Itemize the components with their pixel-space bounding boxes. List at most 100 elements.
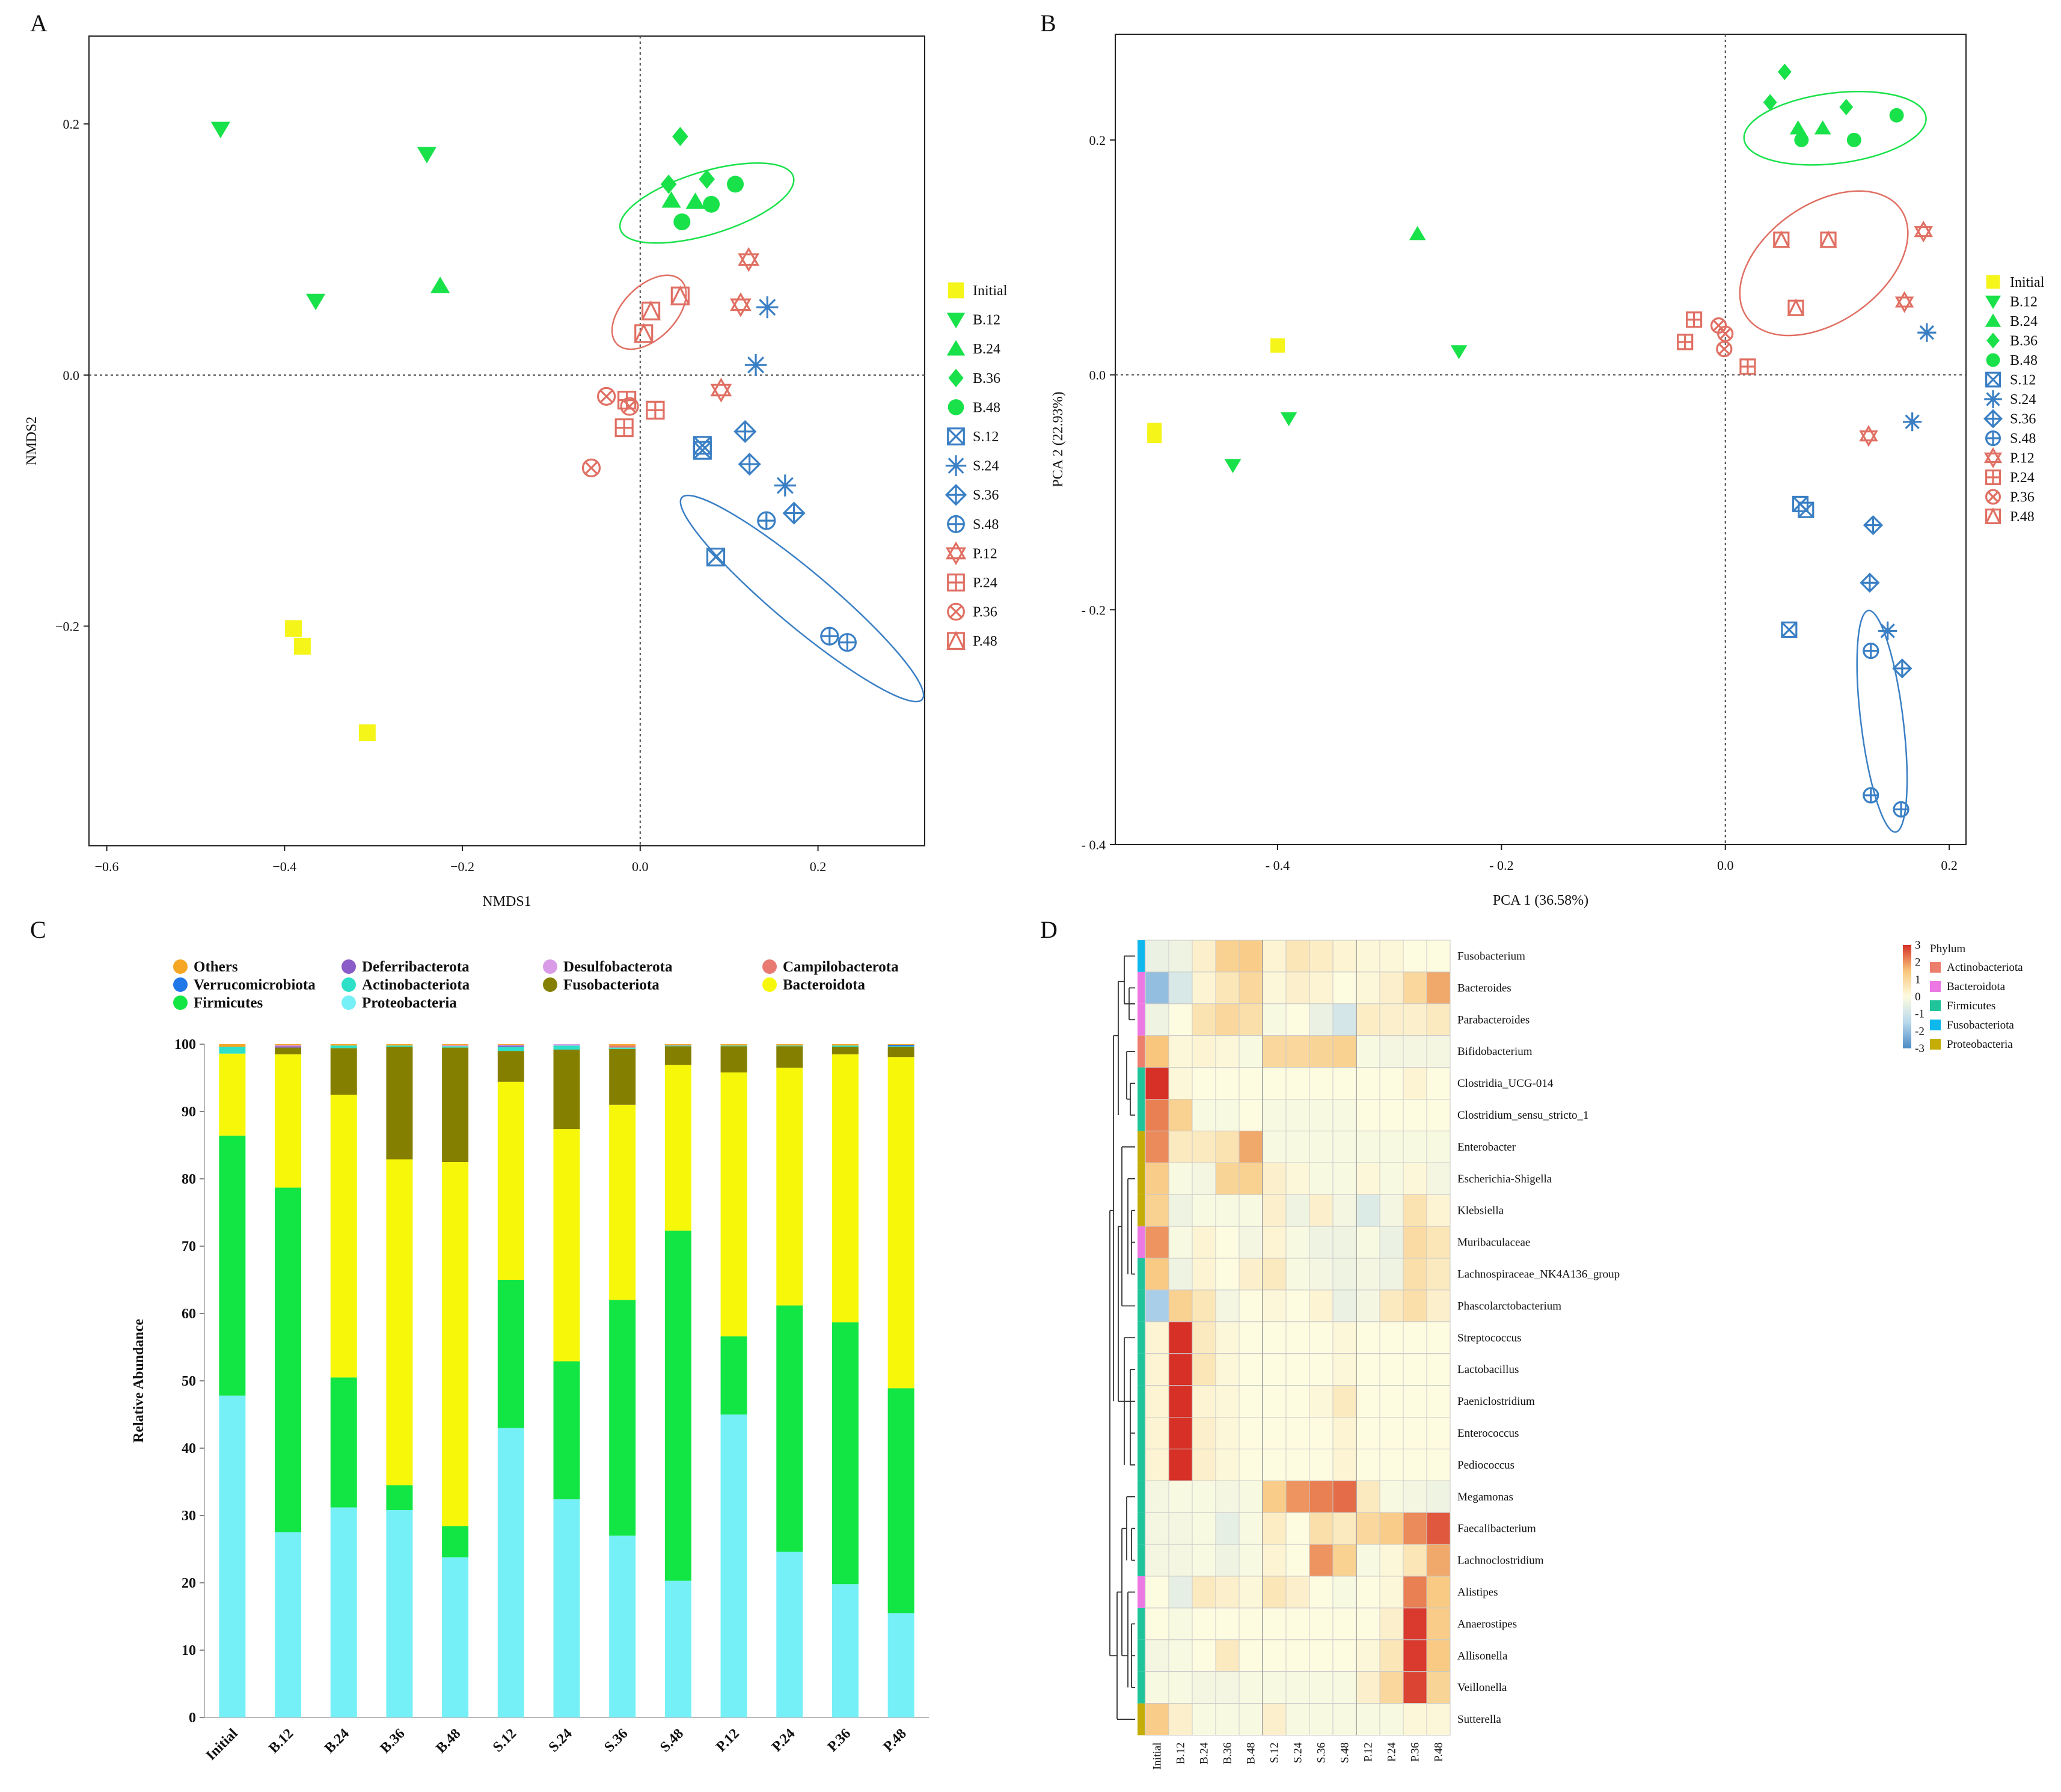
point-b24: [1789, 120, 1807, 135]
legend-label: Initial: [973, 283, 1008, 299]
marker-triangle-up-open: [1983, 447, 2003, 463]
marker-plus: [1863, 787, 1878, 803]
legend-marker: [946, 313, 966, 329]
bar-segment-others: [664, 1044, 691, 1045]
marker-x: [1720, 328, 1732, 340]
marker-plus: [1894, 802, 1909, 817]
heatmap-cell: [1403, 1607, 1427, 1641]
legend-marker: [1984, 390, 2002, 408]
heatmap-cell: [1168, 1289, 1193, 1323]
heatmap-cell: [1239, 1385, 1263, 1418]
legend-label: P.36: [973, 605, 997, 620]
bar-segment-bacteroidota: [664, 1065, 691, 1231]
heatmap-cell: [1356, 1353, 1380, 1386]
heatmap-cell: [1379, 1385, 1404, 1418]
panel-letter-d: D: [1040, 916, 1058, 943]
heatmap-cell: [1285, 1480, 1310, 1513]
color-scale-label: 2: [1915, 956, 1921, 969]
legend-dot: [341, 977, 356, 992]
point-b48: [673, 213, 691, 231]
heatmap-cell: [1239, 1321, 1263, 1354]
marker-plus: [1986, 470, 2000, 485]
bar-segment-bacteroidota: [275, 1054, 302, 1188]
phylum-legend-swatch: [1930, 1020, 1941, 1030]
legend-marker: [1985, 372, 2001, 388]
marker-plus: [839, 634, 856, 651]
heatmap-cell: [1379, 1671, 1404, 1704]
legend-label: P.36: [2010, 490, 2035, 506]
bar-segment-actinobacteriota: [831, 1045, 859, 1047]
heatmap-cell: [1145, 1544, 1169, 1577]
y-tick-label: 0: [189, 1710, 196, 1726]
bar-segment-fusobacteriota: [776, 1046, 803, 1068]
heatmap-cell: [1356, 971, 1380, 1005]
heatmap-cell: [1285, 1671, 1310, 1704]
bar-segment-actinobacteriota: [553, 1045, 580, 1050]
marker-triangle-open: [634, 323, 654, 343]
x-category-label: Initial: [203, 1726, 241, 1764]
legend-label: B.12: [973, 313, 1000, 328]
heatmap-cell: [1332, 940, 1357, 973]
y-tick-label: 60: [182, 1306, 196, 1322]
heatmap-cell: [1145, 1003, 1169, 1036]
point-p24: [614, 418, 634, 438]
heatmap-cell: [1239, 1226, 1263, 1259]
heatmap-cell: [1309, 1289, 1334, 1323]
heatmap-cell: [1262, 1385, 1287, 1418]
marker-x: [947, 427, 965, 445]
legend-marker: [947, 573, 965, 592]
phylum-annotation-bar: [1138, 1385, 1145, 1417]
legend-label: Actinobacteriota: [362, 977, 470, 993]
phylum-annotation-bar: [1138, 1131, 1145, 1163]
bar-segment-deferribacterota: [497, 1045, 524, 1047]
heatmap-cell: [1192, 1035, 1216, 1068]
heatmap-cell: [1192, 1226, 1216, 1259]
marker-triangle-down-open: [738, 253, 760, 272]
heatmap-cell: [1403, 971, 1427, 1005]
marker-box: [1781, 621, 1798, 638]
marker-asterisk: [744, 353, 767, 376]
heatmap-cell: [1309, 1258, 1334, 1291]
marker-triangle-up-open: [1859, 424, 1878, 442]
marker-box: [706, 548, 726, 567]
point-initial: [358, 724, 376, 742]
heatmap-cell: [1403, 1003, 1427, 1036]
point-s36: [782, 501, 806, 525]
bar-segment-others: [887, 1044, 914, 1045]
heatmap-cell: [1332, 1353, 1357, 1386]
heatmap-cell: [1215, 971, 1240, 1005]
legend-label: S.48: [973, 517, 999, 533]
bar-segment-bacteroidota: [553, 1129, 580, 1362]
phylum-annotation-bar: [1138, 1449, 1145, 1481]
heatmap-cell: [1145, 1162, 1169, 1195]
heatmap-cell: [1379, 1417, 1404, 1449]
heatmap-cell: [1262, 1639, 1287, 1672]
heatmap-cell: [1309, 1003, 1334, 1036]
heatmap-cell: [1285, 1512, 1310, 1545]
marker-plus: [1740, 359, 1755, 374]
marker-triangle-down-open: [1894, 296, 1914, 313]
heatmap-cell: [1168, 1067, 1193, 1099]
phylum-annotation-bar: [1138, 1194, 1145, 1227]
heatmap-cell: [1332, 1003, 1357, 1036]
heatmap-cell: [1332, 1194, 1357, 1227]
bar-segment-others: [609, 1044, 636, 1046]
panel-c-stacked-bar: 0 10 20 30 40 50 60 70 80 90 100 Relative Abundance…: [131, 959, 929, 1764]
heatmap-cell: [1168, 1226, 1193, 1259]
marker-triangle-down: [1450, 345, 1468, 359]
heatmap-cell: [1379, 1576, 1404, 1609]
heatmap-cell: [1426, 1003, 1451, 1036]
heatmap-cell: [1145, 1067, 1169, 1099]
heatmap-cell: [1403, 1448, 1427, 1481]
heatmap-cell: [1145, 1448, 1169, 1481]
bar-segment-proteobacteria: [776, 1552, 803, 1717]
row-label: Muribaculaceae: [1457, 1237, 1530, 1249]
heatmap-cell: [1168, 1639, 1193, 1672]
heatmap-cell: [1426, 1067, 1451, 1099]
row-label: Escherichia-Shigella: [1457, 1173, 1552, 1185]
point-s48: [1893, 801, 1909, 818]
heatmap-cell: [1262, 971, 1287, 1005]
confidence-ellipse: [619, 162, 795, 244]
point-p24: [1685, 311, 1703, 328]
point-s12: [693, 441, 712, 460]
